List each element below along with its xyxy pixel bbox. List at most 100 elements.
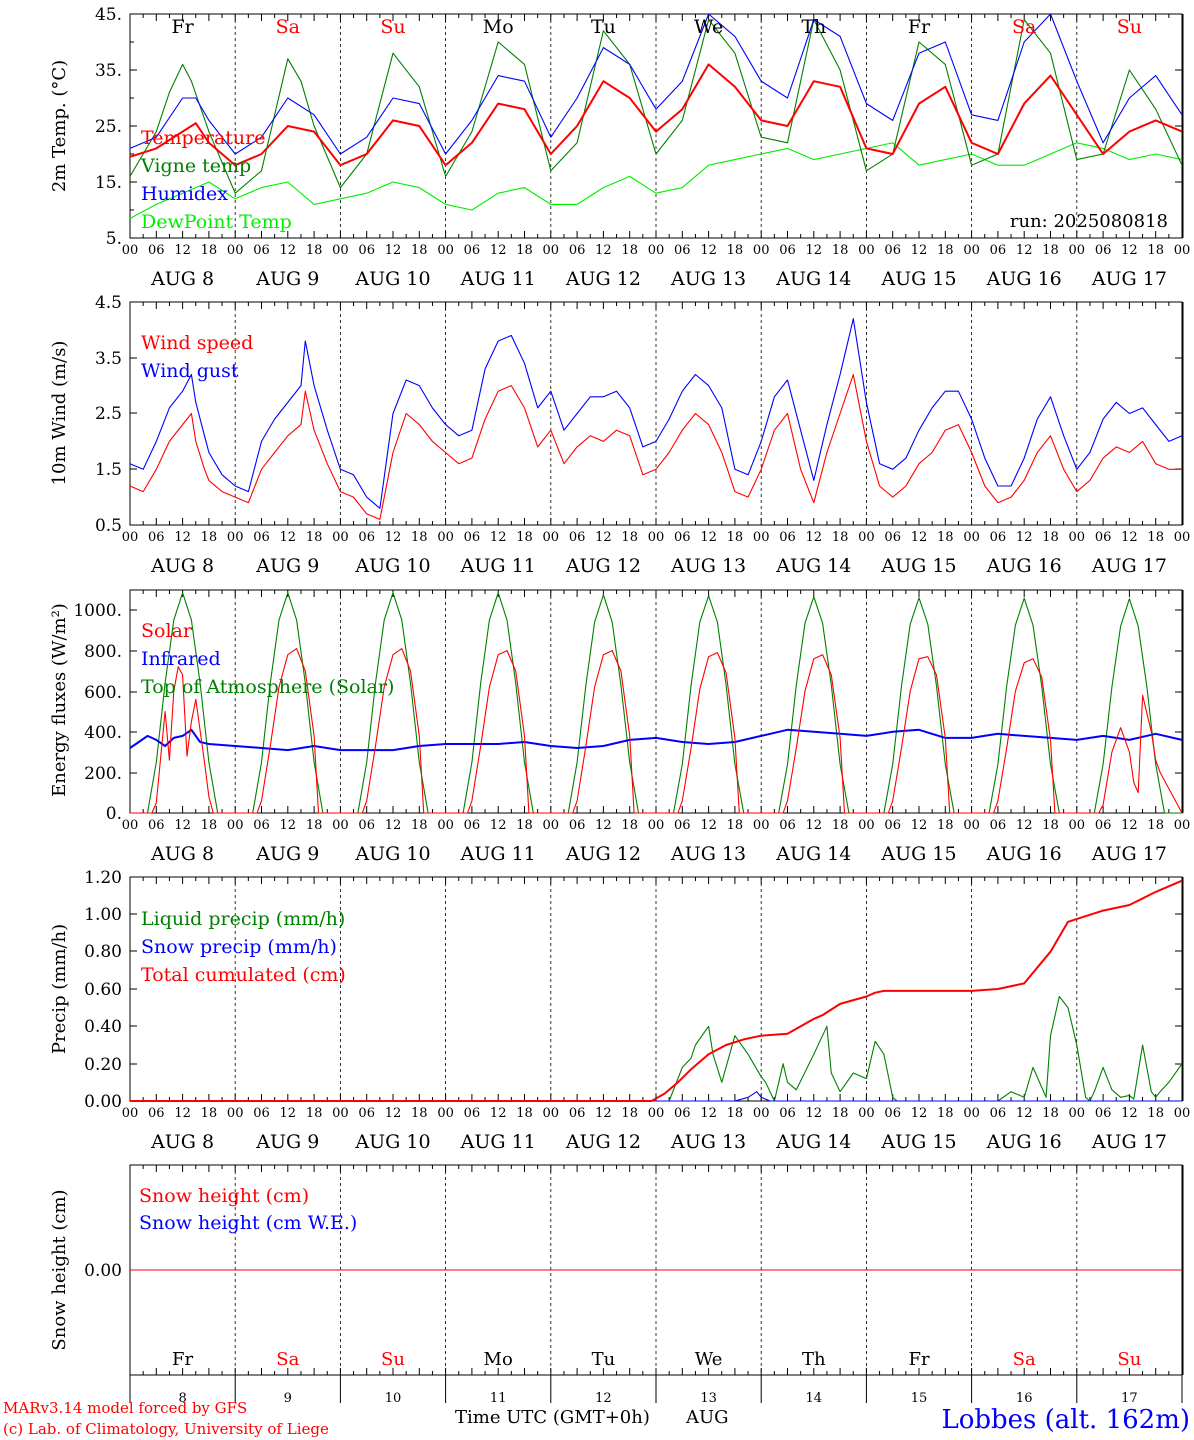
y-tick-label: 0.5 bbox=[95, 516, 122, 536]
hour-tick-label: 18 bbox=[1042, 530, 1059, 545]
legend-entry: Snow precip (mm/h) bbox=[141, 936, 337, 958]
hour-tick-label: 12 bbox=[490, 530, 507, 545]
y-tick-label: 45. bbox=[95, 5, 122, 25]
hour-tick-label: 00 bbox=[122, 243, 139, 258]
date-label: AUG 17 bbox=[1091, 268, 1167, 290]
hour-tick-label: 12 bbox=[806, 1106, 823, 1121]
plot-area bbox=[129, 876, 1184, 1102]
hour-tick-label: 06 bbox=[779, 1106, 796, 1121]
date-label: AUG 10 bbox=[354, 268, 430, 290]
hour-tick-label: 00 bbox=[753, 1106, 770, 1121]
hour-tick-label: 06 bbox=[779, 243, 796, 258]
day-number-label: 11 bbox=[490, 1391, 507, 1406]
panel-2: 4.5 3.5 2.5 1.5 0.5 10m Wind (m/s) Wind speed W… bbox=[49, 293, 1190, 577]
date-label: AUG 12 bbox=[565, 268, 641, 290]
hour-tick-label: 12 bbox=[385, 530, 402, 545]
date-label: AUG 16 bbox=[986, 843, 1062, 865]
date-label: AUG 11 bbox=[460, 843, 536, 865]
hour-tick-label: 00 bbox=[437, 243, 454, 258]
day-number-label: 8 bbox=[178, 1391, 186, 1406]
hour-tick-label: 06 bbox=[358, 1106, 375, 1121]
hour-tick-label: 18 bbox=[727, 1106, 744, 1121]
hour-tick-label: 12 bbox=[174, 818, 191, 833]
hour-tick-label: 18 bbox=[516, 530, 533, 545]
hour-tick-label: 00 bbox=[122, 818, 139, 833]
weekday-label: Fr bbox=[908, 16, 931, 38]
hour-tick-label: 00 bbox=[858, 243, 875, 258]
hour-tick-label: 18 bbox=[1147, 1106, 1164, 1121]
y-axis-label: Energy fluxes (W/m²) bbox=[49, 603, 70, 797]
legend-entry: Vigne temp bbox=[140, 155, 251, 177]
hour-tick-label: 06 bbox=[253, 243, 270, 258]
hour-tick-label: 00 bbox=[332, 818, 349, 833]
series-line-wind-speed bbox=[129, 373, 1182, 520]
panel-3: 1000. 800. 600. 400. 200. 0. Energy fluxes (W/… bbox=[49, 589, 1190, 865]
hour-tick-label: 06 bbox=[148, 243, 165, 258]
hour-tick-label: 00 bbox=[227, 243, 244, 258]
hour-tick-label: 00 bbox=[1069, 243, 1086, 258]
hour-tick-label: 12 bbox=[911, 1106, 928, 1121]
y-tick-label: 200. bbox=[84, 764, 122, 784]
legend-entry: Infrared bbox=[141, 648, 221, 670]
hour-tick-label: 06 bbox=[990, 818, 1007, 833]
weekday-label: Fr bbox=[171, 16, 194, 38]
hour-tick-label: 06 bbox=[884, 243, 901, 258]
date-label: AUG 13 bbox=[670, 843, 746, 865]
date-label: AUG 9 bbox=[255, 555, 319, 577]
hour-tick-label: 06 bbox=[148, 818, 165, 833]
hour-tick-label: 12 bbox=[806, 530, 823, 545]
day-number-label: 17 bbox=[1121, 1391, 1138, 1406]
hour-tick-label: 18 bbox=[727, 818, 744, 833]
hour-tick-label: 06 bbox=[674, 818, 691, 833]
date-label: AUG 8 bbox=[150, 555, 214, 577]
date-label: AUG 13 bbox=[670, 555, 746, 577]
y-tick-label: 800. bbox=[84, 642, 122, 662]
hour-tick-label: 12 bbox=[700, 1106, 717, 1121]
hour-tick-label: 18 bbox=[832, 818, 849, 833]
hour-tick-label: 12 bbox=[595, 530, 612, 545]
hour-tick-label: 18 bbox=[1147, 243, 1164, 258]
hour-tick-label: 12 bbox=[1121, 1106, 1138, 1121]
lab-credit: (c) Lab. of Climatology, University of L… bbox=[3, 1420, 329, 1438]
series-line-wind-gust bbox=[129, 318, 1183, 509]
hour-tick-label: 12 bbox=[174, 1106, 191, 1121]
weekday-label: We bbox=[695, 1349, 723, 1370]
series-line-temperature bbox=[129, 63, 1183, 167]
date-label: AUG 10 bbox=[354, 555, 430, 577]
series-line-liquid-precip-mm-h bbox=[130, 995, 1183, 1102]
legend-entry: Liquid precip (mm/h) bbox=[141, 908, 345, 930]
series-line-humidex bbox=[129, 13, 1183, 155]
hour-tick-label: 00 bbox=[543, 1106, 560, 1121]
date-label: AUG 15 bbox=[880, 268, 956, 290]
hour-tick-label: 12 bbox=[911, 818, 928, 833]
hour-tick-label: 00 bbox=[648, 818, 665, 833]
hour-tick-label: 00 bbox=[963, 243, 980, 258]
hour-tick-label: 00 bbox=[858, 818, 875, 833]
weekday-label: Sa bbox=[1013, 1349, 1036, 1370]
legend-entry: Wind speed bbox=[141, 332, 253, 354]
hour-tick-label: 12 bbox=[174, 243, 191, 258]
x-axis-label: Time UTC (GMT+0h) bbox=[455, 1407, 650, 1428]
hour-tick-label: 12 bbox=[595, 818, 612, 833]
hour-tick-label: 06 bbox=[884, 818, 901, 833]
date-label: AUG 17 bbox=[1091, 1131, 1167, 1153]
date-label: AUG 8 bbox=[150, 843, 214, 865]
hour-tick-label: 18 bbox=[1147, 818, 1164, 833]
hour-tick-label: 12 bbox=[700, 530, 717, 545]
y-tick-label: 1.5 bbox=[95, 460, 122, 480]
hour-tick-label: 18 bbox=[516, 818, 533, 833]
y-tick-label: 35. bbox=[95, 61, 122, 81]
hour-tick-label: 12 bbox=[1016, 243, 1033, 258]
hour-tick-label: 12 bbox=[490, 1106, 507, 1121]
panel-5: 0.00 Snow height (cm) Snow height (cm) Snow… bbox=[49, 1164, 1184, 1406]
date-label: AUG 13 bbox=[670, 268, 746, 290]
hour-tick-label: 12 bbox=[911, 243, 928, 258]
model-credit: MARv3.14 model forced by GFS bbox=[3, 1399, 247, 1417]
hour-tick-label: 18 bbox=[201, 530, 218, 545]
hour-tick-label: 06 bbox=[358, 243, 375, 258]
hour-tick-label: 00 bbox=[1174, 243, 1191, 258]
series-line-top-of-atmosphere-solar bbox=[130, 592, 1182, 814]
date-label: AUG 11 bbox=[460, 268, 536, 290]
hour-tick-label: 00 bbox=[543, 818, 560, 833]
date-label: AUG 11 bbox=[460, 555, 536, 577]
